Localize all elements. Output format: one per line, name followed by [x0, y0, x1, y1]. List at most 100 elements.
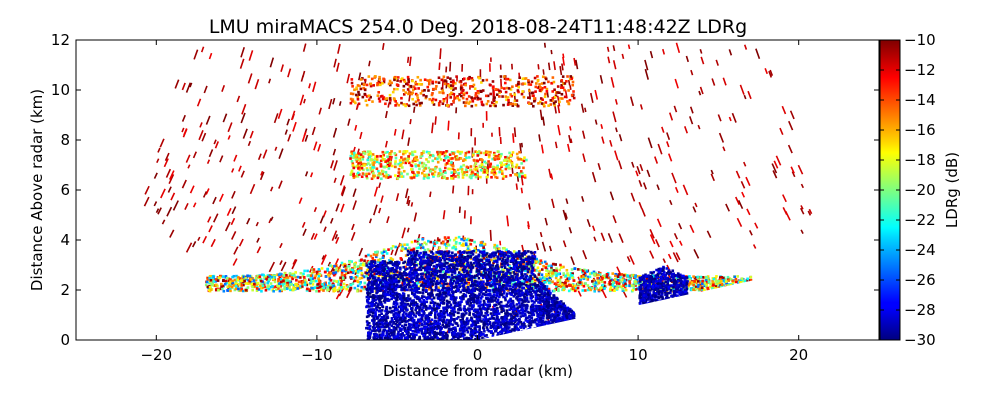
ldr-echo	[718, 132, 725, 143]
melting_layer_band	[332, 279, 336, 283]
melting_layer_band	[318, 269, 321, 273]
ldr-echo	[567, 143, 571, 152]
melting_layer_band	[273, 277, 277, 281]
low_ldr_core	[529, 323, 533, 327]
melting_layer_band	[608, 276, 612, 280]
low_ldr_core	[490, 274, 493, 278]
melting_layer_band	[652, 274, 656, 278]
melting_layer_band	[545, 285, 549, 288]
melting_layer_band	[236, 278, 240, 282]
low_ldr_core	[475, 296, 478, 300]
low_ldr_core	[412, 250, 416, 254]
low_ldr_core	[509, 266, 513, 270]
low_ldr_core	[410, 338, 414, 340]
low_ldr_core	[402, 283, 406, 286]
ldr-echo	[322, 210, 327, 218]
low_ldr_core	[385, 281, 389, 284]
low_ldr_core	[403, 281, 406, 285]
low_ldr_core	[399, 266, 402, 270]
ldr-echo	[506, 215, 510, 227]
melting_layer_band	[338, 278, 342, 282]
melting_layer_band	[545, 269, 548, 272]
melting_layer_band	[319, 274, 323, 277]
ldr-echo	[429, 191, 432, 198]
ldr-echo	[600, 232, 606, 242]
ldr-echo	[678, 222, 683, 230]
ldr-echo	[569, 85, 572, 90]
ldr-echo	[273, 113, 279, 124]
low_ldr_core	[409, 279, 413, 282]
melting_layer_band	[365, 274, 368, 278]
low_ldr_core	[500, 265, 504, 269]
melting_layer_band	[299, 271, 303, 275]
melting_layer_band	[322, 285, 326, 288]
ldr-echo	[642, 182, 647, 190]
melting_layer_band	[721, 278, 725, 282]
melting_layer_band	[283, 272, 287, 275]
melting_layer_band	[251, 285, 254, 289]
melting_layer_band	[624, 282, 627, 286]
low_ldr_core	[558, 317, 562, 321]
melting_layer_band	[722, 283, 725, 287]
low_ldr_core	[408, 284, 412, 288]
low_ldr_core	[502, 292, 506, 295]
low_ldr_core	[419, 251, 422, 255]
melting_layer_band	[255, 283, 259, 286]
melting_layer_band	[702, 288, 706, 292]
low_ldr_core	[442, 273, 445, 277]
ldr-echo	[321, 255, 325, 260]
melting_layer_band	[357, 270, 360, 273]
low_ldr_core	[482, 305, 485, 309]
low_ldr_core	[368, 328, 372, 331]
low_ldr_core	[427, 307, 430, 310]
low_ldr_core	[451, 333, 454, 337]
low_ldr_core	[496, 271, 500, 274]
low_ldr_core	[384, 283, 388, 287]
melting_layer_band	[705, 275, 708, 279]
low_ldr_core	[386, 290, 390, 294]
melting_layer_band	[336, 288, 339, 292]
low_ldr_core	[451, 276, 454, 280]
melting_layer_band	[701, 279, 704, 283]
melting_layer_band	[576, 286, 580, 290]
melting_layer_band	[401, 283, 404, 286]
ldr-echo	[340, 203, 345, 213]
ldr-echo	[157, 207, 162, 215]
low_ldr_core	[449, 278, 453, 282]
melting_layer_band	[288, 272, 292, 275]
ldr-echo	[406, 227, 410, 233]
melting_layer_band	[237, 287, 240, 291]
low_ldr_core	[496, 291, 499, 294]
melting_layer_band	[693, 276, 697, 280]
melting_layer_band	[359, 259, 363, 262]
melting_layer_band	[570, 268, 574, 271]
low_ldr_core	[478, 331, 481, 335]
melting_layer_band	[541, 276, 545, 279]
melting_layer_band	[257, 288, 261, 291]
ldr-echo	[639, 104, 643, 110]
low_ldr_core	[496, 288, 500, 291]
melting_layer_band	[441, 281, 444, 285]
melting_layer_band	[566, 279, 569, 282]
melting_layer_band	[272, 289, 275, 293]
melting_layer_band	[232, 274, 236, 278]
ldr-echo	[561, 63, 564, 71]
melting_layer_band	[294, 275, 297, 279]
melting_layer_band	[519, 252, 522, 256]
melting_layer_band	[329, 279, 333, 282]
ldr-echo	[214, 141, 219, 149]
melting_layer_band	[413, 239, 417, 243]
ldr-echo	[470, 216, 472, 225]
low_ldr_core	[436, 259, 440, 263]
melting_layer_band	[227, 277, 231, 281]
melting_layer_band	[279, 280, 283, 284]
melting_layer_band	[437, 286, 440, 290]
low_ldr_core	[492, 325, 495, 328]
ldr-echo	[302, 228, 307, 237]
ldr-echo	[187, 164, 191, 169]
melting_layer_band	[597, 288, 601, 292]
ldr-echo	[500, 78, 503, 89]
melting_layer_band	[218, 276, 221, 279]
low_ldr_core	[538, 300, 542, 304]
melting_layer_band	[345, 287, 349, 291]
